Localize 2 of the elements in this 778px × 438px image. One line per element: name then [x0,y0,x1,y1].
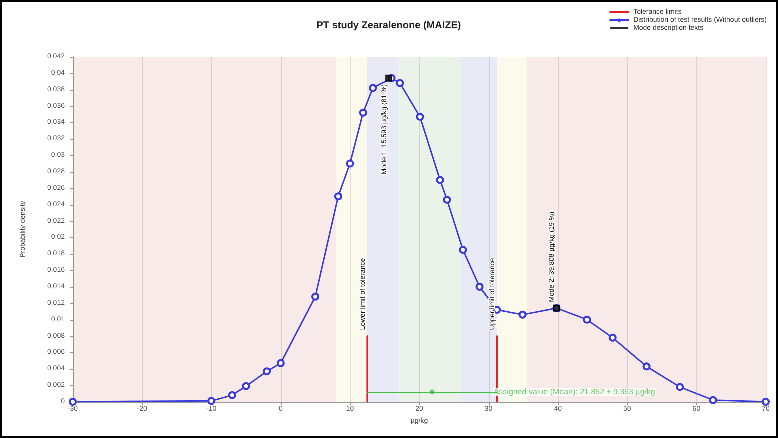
text: Assigned value (Mean): 21.852 ± 9.363 µg/kg [494,388,656,397]
chart-title: PT study Zearalenone (MAIZE) [316,20,462,32]
